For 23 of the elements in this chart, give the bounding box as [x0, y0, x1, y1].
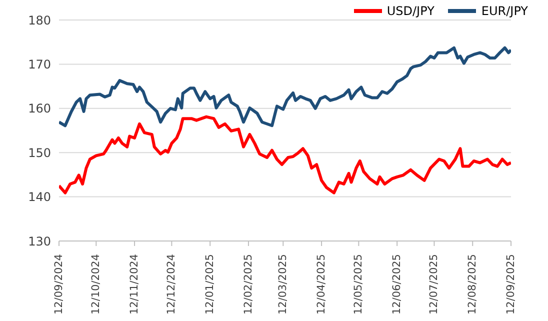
x-tick-label: 12/08/2025 [466, 254, 479, 315]
line-series [59, 115, 511, 194]
x-tick-label: 12/01/2025 [204, 254, 216, 315]
x-tick-label: 12/05/2025 [352, 254, 365, 315]
x-tick-label: 12/04/2025 [316, 254, 328, 315]
x-tick-label: 12/10/2024 [90, 254, 102, 315]
legend-label: USD/JPY [386, 4, 434, 18]
y-tick-label: 160 [28, 102, 51, 116]
y-tick-label: 150 [28, 146, 51, 160]
y-tick-label: 130 [28, 234, 51, 248]
x-tick-label: 12/03/2025 [277, 254, 290, 315]
y-tick-label: 140 [28, 190, 51, 204]
line-series [59, 46, 511, 128]
x-tick-label: 12/09/2025 [505, 254, 517, 315]
x-tick-label: 12/06/2025 [391, 254, 404, 315]
x-tick-label: 12/09/2024 [53, 254, 65, 315]
y-tick-label: 180 [28, 13, 51, 28]
x-tick-label: 12/12/2024 [166, 254, 178, 315]
x-tick-label: 12/02/2025 [242, 254, 254, 315]
x-tick-label: 12/11/2024 [128, 254, 141, 315]
legend-label: EUR/JPY [481, 4, 528, 18]
x-tick-label: 12/07/2025 [428, 254, 440, 315]
y-tick-label: 170 [28, 57, 51, 72]
